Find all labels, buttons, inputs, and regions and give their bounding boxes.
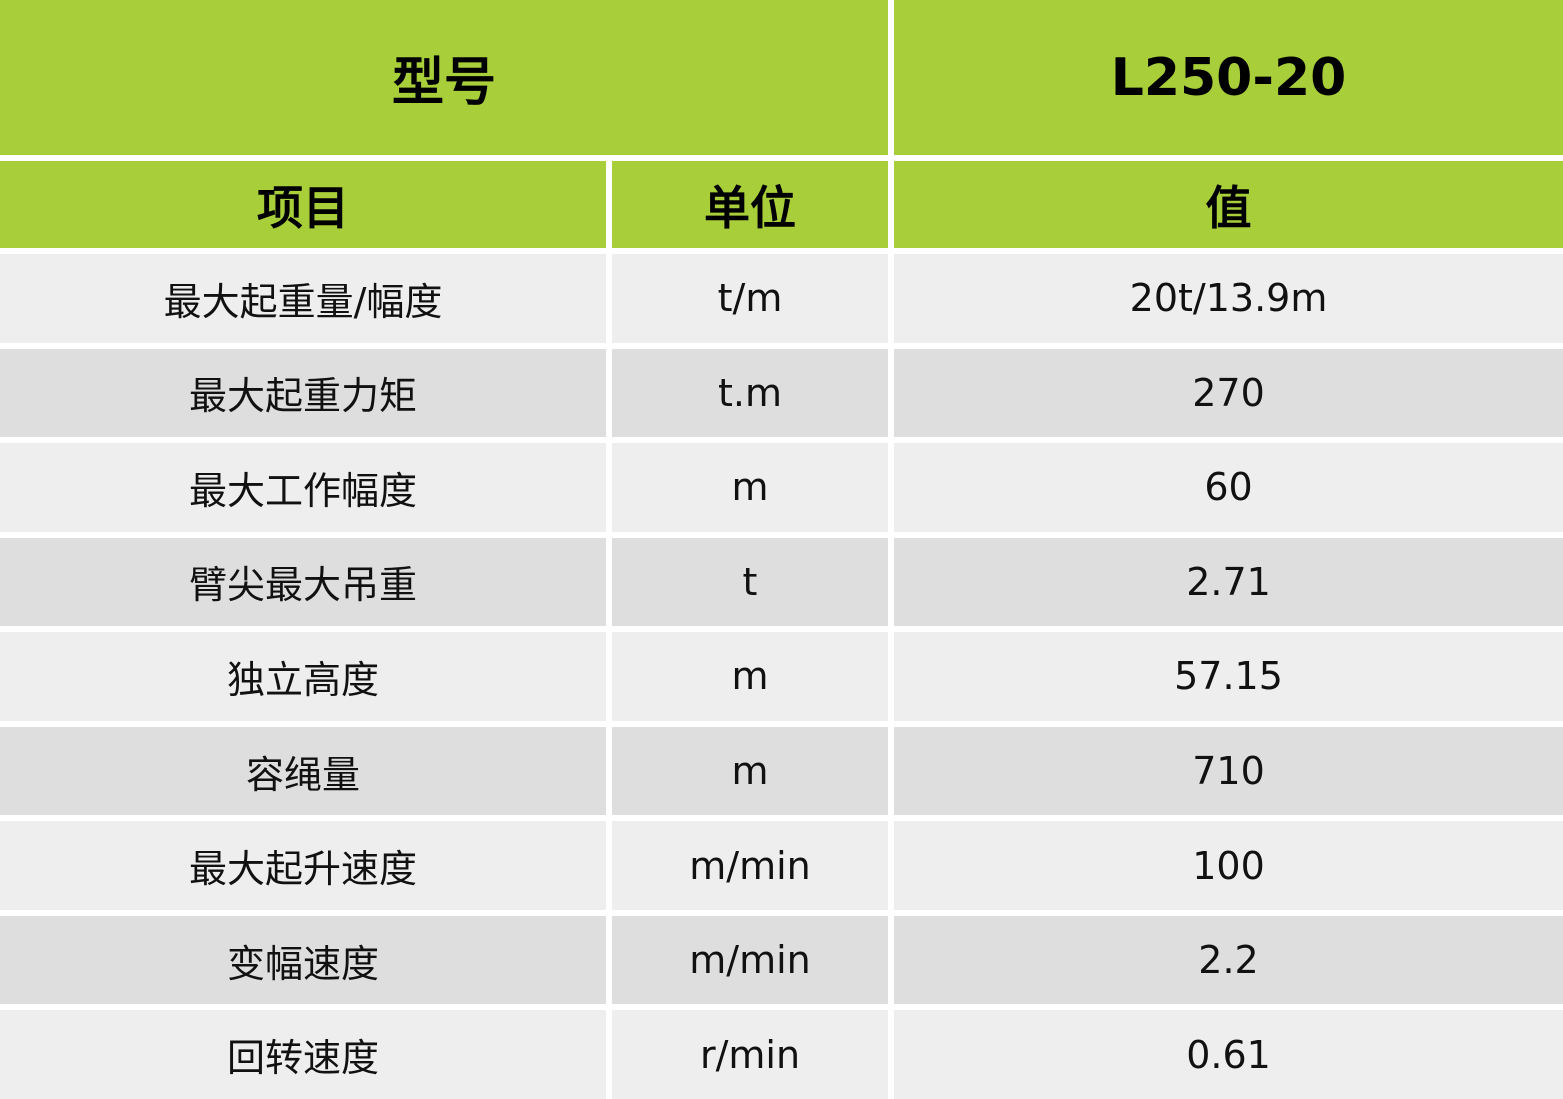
table-cell-unit: m/min [612,821,888,910]
table-cell-unit: r/min [612,1010,888,1099]
table-cell-unit: t/m [612,254,888,343]
table-cell-value: 710 [894,726,1563,816]
table-cell-value: 0.61 [894,1010,1563,1099]
table-cell-unit: t.m [612,348,888,438]
table-cell-value: 57.15 [894,632,1563,721]
table-cell-value: 20t/13.9m [894,254,1563,343]
table-cell-item: 独立高度 [0,632,606,721]
table-cell-unit: m [612,443,888,532]
table-cell-unit: m [612,632,888,721]
column-header-unit: 单位 [612,161,888,248]
table-cell-item: 容绳量 [0,726,606,816]
table-cell-value: 270 [894,348,1563,438]
table-cell-value: 60 [894,443,1563,532]
table-cell-value: 2.71 [894,537,1563,627]
table-cell-value: 100 [894,821,1563,910]
model-value: L250-20 [894,0,1563,155]
table-cell-item: 最大起重量/幅度 [0,254,606,343]
column-header-value: 值 [894,161,1563,248]
table-cell-item: 最大起重力矩 [0,348,606,438]
table-cell-unit: m [612,726,888,816]
table-cell-item: 臂尖最大吊重 [0,537,606,627]
table-cell-item: 最大工作幅度 [0,443,606,532]
table-cell-item: 最大起升速度 [0,821,606,910]
column-header-item: 项目 [0,161,606,248]
table-cell-item: 回转速度 [0,1010,606,1099]
table-cell-item: 变幅速度 [0,915,606,1005]
table-cell-unit: m/min [612,915,888,1005]
model-label: 型号 [0,0,888,155]
table-cell-unit: t [612,537,888,627]
table-cell-value: 2.2 [894,915,1563,1005]
